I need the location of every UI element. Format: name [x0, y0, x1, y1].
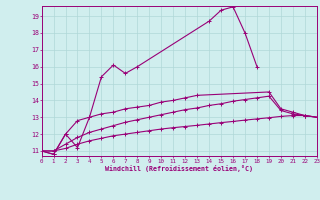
- X-axis label: Windchill (Refroidissement éolien,°C): Windchill (Refroidissement éolien,°C): [105, 165, 253, 172]
